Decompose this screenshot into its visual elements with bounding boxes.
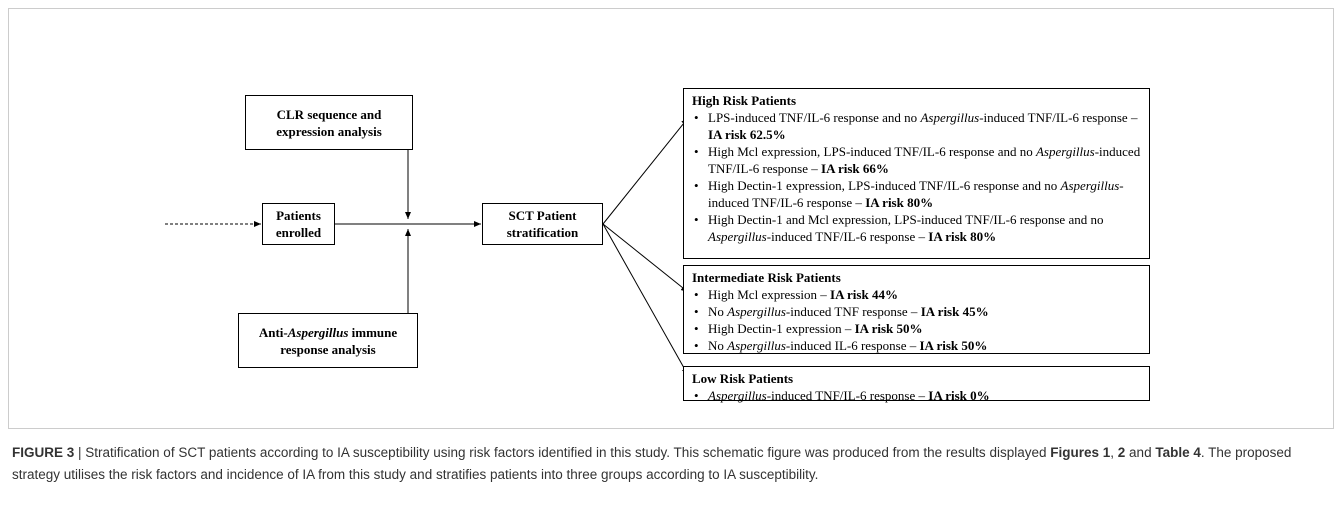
- text-run: and: [1125, 445, 1156, 460]
- bullet-item: No Aspergillus-induced IL-6 response – I…: [692, 337, 1141, 354]
- bullet-item: LPS-induced TNF/IL-6 response and no Asp…: [692, 109, 1141, 143]
- text-run: IA risk 45%: [920, 304, 989, 319]
- node-box: Patients enrolled: [262, 203, 335, 245]
- text-run: -induced TNF response –: [785, 304, 921, 319]
- group-title: High Risk Patients: [692, 93, 797, 108]
- bullet-item: Aspergillus-induced TNF/IL-6 response – …: [692, 387, 1141, 404]
- text-run: IA risk 62.5%: [708, 127, 786, 142]
- group-title: Low Risk Patients: [692, 371, 794, 386]
- text-run: IA risk 80%: [865, 195, 934, 210]
- text-run: Aspergillus: [708, 388, 767, 403]
- label: SCT Patient stratification: [489, 207, 596, 241]
- text-run: High Mcl expression, LPS-induced TNF/IL-…: [708, 144, 1036, 159]
- bullet-item: High Mcl expression, LPS-induced TNF/IL-…: [692, 143, 1141, 177]
- text-run: IA risk 50%: [854, 321, 923, 336]
- text-run: -induced TNF/IL-6 response –: [708, 178, 1124, 210]
- label: CLR sequence and expression analysis: [252, 106, 406, 140]
- text-run: Aspergillus: [708, 229, 767, 244]
- group-title: Intermediate Risk Patients: [692, 270, 841, 285]
- bullet-item: No Aspergillus-induced TNF response – IA…: [692, 303, 1141, 320]
- node-box: Anti-Aspergillus immune response analysi…: [238, 313, 418, 368]
- bullet-item: High Dectin-1 expression – IA risk 50%: [692, 320, 1141, 337]
- bullet-item: High Mcl expression – IA risk 44%: [692, 286, 1141, 303]
- text-run: Aspergillus: [1060, 178, 1120, 193]
- caption: FIGURE 3 | Stratification of SCT patient…: [12, 442, 1334, 486]
- text-run: Patients enrolled: [275, 208, 322, 240]
- text-run: No: [708, 338, 728, 353]
- text-run: High Mcl expression –: [708, 287, 831, 302]
- risk-group-box: High Risk PatientsLPS-induced TNF/IL-6 r…: [683, 88, 1150, 259]
- figure-frame: [8, 8, 1334, 429]
- text-run: ,: [1110, 445, 1118, 460]
- text-run: Aspergillus: [920, 110, 980, 125]
- text-run: Aspergillus: [1035, 144, 1095, 159]
- text-run: -induced TNF/IL-6 response –: [766, 388, 929, 403]
- risk-group-box: Intermediate Risk PatientsHigh Mcl expre…: [683, 265, 1150, 354]
- text-run: Table 4: [1155, 445, 1201, 460]
- text-run: IA risk 44%: [830, 287, 898, 302]
- text-run: Aspergillus: [727, 338, 786, 353]
- label: FIGURE 3 | Stratification of SCT patient…: [12, 445, 1291, 482]
- text-run: IA risk 50%: [919, 338, 988, 353]
- arrow: [602, 223, 689, 293]
- text-run: 2: [1117, 445, 1126, 460]
- text-run: No: [708, 304, 728, 319]
- node-box: SCT Patient stratification: [482, 203, 603, 245]
- arrow: [602, 117, 689, 225]
- text-run: FIGURE 3: [12, 445, 75, 460]
- text-run: IA risk 66%: [821, 161, 889, 176]
- text-run: . The proposed strategy utilises the ris…: [12, 445, 1292, 482]
- text-run: immune response analysis: [280, 324, 398, 357]
- text-run: -induced TNF/IL-6 response –: [979, 110, 1138, 125]
- text-run: LPS-induced TNF/IL-6 response and no: [708, 110, 921, 125]
- text-run: Anti-: [258, 324, 288, 340]
- text-run: | Stratification of SCT patients accordi…: [74, 445, 1051, 460]
- bullet-item: High Dectin-1 expression, LPS-induced TN…: [692, 177, 1141, 211]
- label: Anti-Aspergillus immune response analysi…: [245, 324, 411, 358]
- text-run: -induced IL-6 response –: [785, 338, 920, 353]
- text-run: High Dectin-1 and Mcl expression, LPS-in…: [708, 212, 1104, 227]
- bullet-item: High Dectin-1 and Mcl expression, LPS-in…: [692, 211, 1141, 245]
- risk-group-box: Low Risk PatientsAspergillus-induced TNF…: [683, 366, 1150, 404]
- text-run: High Dectin-1 expression –: [708, 321, 855, 336]
- text-run: -induced TNF/IL-6 response –: [766, 229, 929, 244]
- text-run: -induced TNF/IL-6 response –: [708, 144, 1141, 176]
- text-run: SCT Patient stratification: [506, 208, 579, 240]
- arrow: [602, 223, 689, 376]
- text-run: High Dectin-1 expression, LPS-induced TN…: [708, 178, 1061, 193]
- text-run: CLR sequence and expression analysis: [276, 106, 382, 139]
- node-box: CLR sequence and expression analysis: [245, 95, 413, 150]
- text-run: IA risk 0%: [928, 388, 990, 403]
- text-run: Aspergillus: [287, 324, 349, 340]
- text-run: IA risk 80%: [928, 229, 997, 244]
- text-run: Aspergillus: [727, 304, 786, 319]
- text-run: Figures 1: [1050, 445, 1111, 460]
- label: Patients enrolled: [269, 207, 328, 241]
